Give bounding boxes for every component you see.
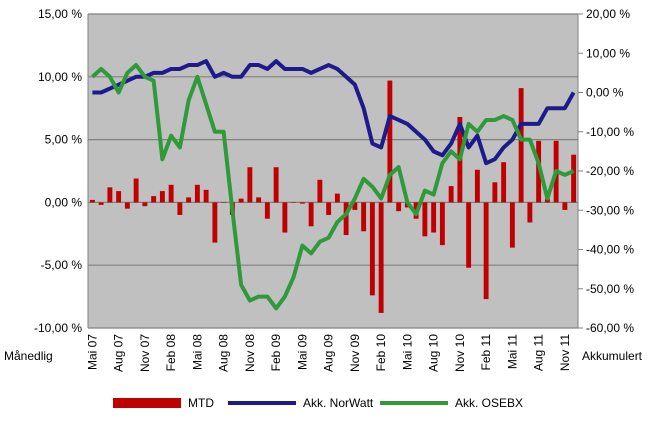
x-tick-label: Mai 07: [85, 334, 99, 370]
y2-tick-label: 0,00 %: [586, 86, 624, 100]
bar: [177, 202, 183, 215]
y2-tick-label: 20,00 %: [586, 7, 630, 21]
bar: [168, 184, 174, 203]
bar: [299, 202, 305, 204]
bar: [492, 182, 498, 203]
bar: [439, 202, 445, 246]
bar: [562, 202, 568, 210]
y-axis-label: Månedlig: [4, 349, 53, 363]
x-tick-label: Nov 09: [348, 334, 362, 372]
bar: [483, 202, 489, 300]
y-tick-label: 5,00 %: [45, 133, 83, 147]
x-tick-label: Mai 08: [190, 334, 204, 370]
bar: [142, 202, 148, 207]
legend-label: Akk. OSEBX: [455, 396, 523, 410]
x-tick-label: Feb 10: [374, 334, 388, 372]
x-tick-label: Aug 09: [322, 334, 336, 372]
bar: [89, 199, 95, 203]
bar: [308, 202, 314, 227]
bar: [317, 179, 323, 203]
bar: [107, 187, 113, 203]
bar: [291, 202, 297, 203]
bar: [98, 202, 104, 205]
bar: [256, 197, 262, 203]
bar: [212, 202, 218, 243]
bar: [247, 167, 253, 203]
x-tick-label: Nov 07: [138, 334, 152, 372]
bar: [536, 140, 542, 203]
y2-tick-label: -20,00 %: [586, 164, 634, 178]
bar: [378, 202, 384, 313]
x-tick-label: Nov 08: [243, 334, 257, 372]
bar: [282, 202, 288, 233]
x-tick-label: Mai 11: [505, 334, 519, 369]
bar: [527, 202, 533, 223]
y-tick-label: 0,00 %: [45, 195, 83, 209]
legend-label: MTD: [188, 396, 214, 410]
legend-label: Akk. NorWatt: [303, 396, 374, 410]
y2-axis-label: Akkumulert: [582, 349, 643, 363]
bar: [116, 191, 122, 203]
bar: [133, 178, 139, 203]
y2-tick-label: -30,00 %: [586, 203, 634, 217]
y2-tick-label: -50,00 %: [586, 282, 634, 296]
bar: [544, 198, 550, 203]
bar: [159, 191, 165, 203]
bar: [396, 202, 402, 212]
y-tick-label: -10,00 %: [34, 321, 82, 335]
x-tick-label: Aug 11: [532, 334, 546, 371]
bar: [343, 202, 349, 236]
bar: [203, 189, 209, 203]
bar: [352, 202, 358, 210]
bar: [238, 198, 244, 203]
x-tick-label: Feb 09: [269, 334, 283, 372]
bar: [361, 202, 367, 232]
x-tick-label: Mai 09: [295, 334, 309, 370]
line: [92, 59, 576, 166]
legend-swatch: [113, 398, 181, 408]
y2-tick-label: -40,00 %: [586, 243, 634, 257]
y-tick-label: 10,00 %: [38, 70, 82, 84]
bar: [466, 202, 472, 268]
y-tick-label: 15,00 %: [38, 7, 82, 21]
bar: [431, 202, 437, 233]
bar: [387, 80, 393, 203]
bar: [571, 154, 577, 203]
y-tick-label: -5,00 %: [41, 258, 83, 272]
y2-tick-label: -60,00 %: [586, 321, 634, 335]
bar: [448, 186, 454, 203]
x-tick-label: Mai 10: [400, 334, 414, 370]
y2-tick-label: -10,00 %: [586, 125, 634, 139]
x-tick-label: Aug 07: [112, 334, 126, 372]
x-tick-label: Feb 08: [164, 334, 178, 372]
bar: [273, 167, 279, 203]
x-tick-label: Aug 10: [427, 334, 441, 372]
bar: [334, 193, 340, 203]
line: [91, 63, 575, 311]
bar: [194, 184, 200, 203]
x-tick-label: Nov 11: [558, 334, 572, 371]
bar: [369, 202, 375, 296]
bar: [186, 197, 192, 203]
bar: [422, 202, 428, 237]
x-tick-label: Nov 10: [453, 334, 467, 372]
x-tick-label: Aug 08: [217, 334, 231, 372]
y2-tick-label: 10,00 %: [586, 46, 630, 60]
bar: [124, 202, 130, 209]
bar: [326, 202, 332, 215]
bar: [509, 202, 515, 248]
x-tick-label: Feb 11: [479, 334, 493, 371]
bar: [221, 202, 227, 203]
bar: [518, 88, 524, 203]
bar: [264, 202, 270, 219]
bar: [474, 169, 480, 203]
bar: [151, 196, 157, 203]
bar: [501, 162, 507, 203]
